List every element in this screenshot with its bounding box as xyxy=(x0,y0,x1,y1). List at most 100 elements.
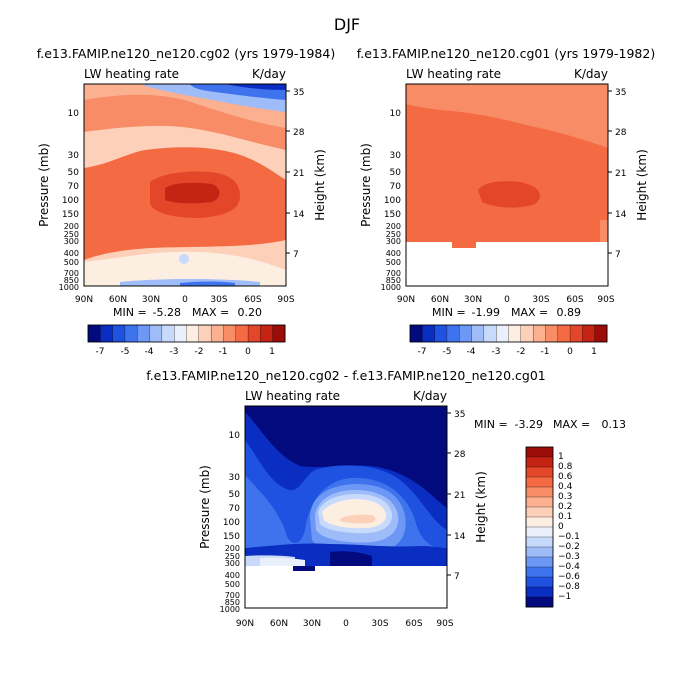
panel-2-cb-label-m3: -3 xyxy=(492,347,501,357)
panel-1-colorbar-swatch-5 xyxy=(149,324,163,343)
panel-2-fill-bottom-strip xyxy=(452,241,476,248)
panel-1-axes: 35 28 21 14 7 10 30 50 70 100 150 200 25… xyxy=(37,88,327,305)
panel-3-colorbar-swatch-5 xyxy=(525,496,554,508)
panel-3-units: K/day xyxy=(413,389,447,403)
panel-1-max-label: MAX = xyxy=(192,306,229,319)
panel-3-right-tick-28: 28 xyxy=(454,450,466,460)
panel-1-fill-lower-cream xyxy=(84,251,286,286)
panel-3-colorbar-swatch-9 xyxy=(525,536,554,548)
panel-2-ytick-250: 250 xyxy=(386,230,401,239)
panel-1-colorbar-labels: -7 -5 -4 -3 -2 -1 0 1 xyxy=(96,347,275,357)
panel-3-fill-pink xyxy=(340,514,376,524)
panel-2-fill-upper-lighter xyxy=(470,84,608,120)
panel-2-right-tick-14: 14 xyxy=(615,210,627,220)
panel-3-max-label: MAX = xyxy=(553,418,590,431)
panel-1-ytick-30: 30 xyxy=(68,151,80,161)
panel-2-ytick-1000: 1000 xyxy=(381,283,401,292)
panel-2-fill-core-red xyxy=(478,181,540,208)
panel-3-cb-label-0p4: 0.4 xyxy=(558,482,573,492)
panel-3-right-tick-21: 21 xyxy=(454,491,465,501)
panel-3-title: f.e13.FAMIP.ne120_ne120.cg02 - f.e13.FAM… xyxy=(146,368,546,383)
panel-3-cb-label-0: 0 xyxy=(558,522,564,532)
panel-3: f.e13.FAMIP.ne120_ne120.cg02 - f.e13.FAM… xyxy=(146,368,626,629)
panel-3-ytick-200: 200 xyxy=(225,544,240,553)
panel-3-colorbar-swatch-2 xyxy=(525,466,554,478)
panel-2-ytick-10: 10 xyxy=(390,109,402,119)
panel-1-colorbar-swatch-6 xyxy=(161,324,175,343)
panel-2-min-label: MIN = xyxy=(432,306,466,319)
panel-2-ylabel: Pressure (mb) xyxy=(359,143,373,227)
panel-1-max-value: 0.20 xyxy=(238,306,263,319)
panel-2-right-tick-7: 7 xyxy=(615,250,621,260)
panel-2-colorbar-swatch-15 xyxy=(594,324,608,343)
panel-2-ytick-30: 30 xyxy=(390,151,402,161)
panel-2-colorbar-swatch-4 xyxy=(459,324,473,343)
panel-1-right-tick-28: 28 xyxy=(293,128,305,138)
panel-2-units: K/day xyxy=(574,67,608,81)
panel-3-colorbar-swatch-10 xyxy=(525,546,554,558)
panel-1-heatmap xyxy=(84,84,286,286)
panel-3-ylabel: Pressure (mb) xyxy=(198,465,212,549)
panel-1-cb-label-m7: -7 xyxy=(96,347,105,357)
panel-1-ytick-1000: 1000 xyxy=(59,283,79,292)
panel-3-right-tick-35: 35 xyxy=(454,410,465,420)
panel-1-plot-frame xyxy=(83,83,287,287)
panel-2-colorbar-swatch-8 xyxy=(508,324,522,343)
panel-1-ytick-10: 10 xyxy=(68,109,80,119)
panel-2-ytick-400: 400 xyxy=(386,249,401,258)
panel-3-plot-frame xyxy=(244,405,448,609)
panel-2-colorbar-swatch-10 xyxy=(532,324,546,343)
panel-2-colorbar-swatch-13 xyxy=(569,324,583,343)
panel-1-xtick-60s: 60S xyxy=(244,295,261,305)
panel-1-ytick-150: 150 xyxy=(62,210,79,220)
panel-1-right-tick-7: 7 xyxy=(293,250,299,260)
panel-1-min-label: MIN = xyxy=(113,306,147,319)
panel-3-xtick-60n: 60N xyxy=(270,619,288,629)
panel-1-colorbar-swatch-9 xyxy=(198,324,212,343)
panel-2-colorbar-swatch-12 xyxy=(557,324,571,343)
panel-3-ytick-250: 250 xyxy=(225,552,240,561)
panel-2-ytick-500: 500 xyxy=(386,258,401,267)
panel-3-cb-label-0p1: 0.1 xyxy=(558,512,572,522)
panel-1-left-string: LW heating rate xyxy=(84,67,179,81)
panel-2-xtick-90n: 90N xyxy=(397,295,415,305)
panel-3-xtick-30n: 30N xyxy=(303,619,321,629)
panel-1: f.e13.FAMIP.ne120_ne120.cg02 (yrs 1979-1… xyxy=(37,46,335,357)
panel-1-cb-label-m2: -2 xyxy=(195,347,204,357)
panel-3-right-tick-14: 14 xyxy=(454,532,466,542)
panel-2: f.e13.FAMIP.ne120_ne120.cg01 (yrs 1979-1… xyxy=(357,46,655,357)
panel-3-colorbar-swatch-7 xyxy=(525,516,554,528)
panel-3-colorbar-frame xyxy=(525,446,554,608)
panel-3-colorbar-swatch-15 xyxy=(525,596,554,608)
panel-2-colorbar-swatch-9 xyxy=(520,324,534,343)
panel-3-cb-label-1: 1 xyxy=(558,452,564,462)
panel-2-ytick-850: 850 xyxy=(386,276,401,285)
panel-2-ytick-200: 200 xyxy=(386,222,401,231)
panel-2-cb-label-1: 1 xyxy=(591,347,597,357)
panel-1-ytick-700: 700 xyxy=(64,269,79,278)
panel-3-xtick-60s: 60S xyxy=(405,619,422,629)
panel-2-right-tick-28: 28 xyxy=(615,128,627,138)
panel-3-right-tick-7: 7 xyxy=(454,572,460,582)
panel-3-cb-label-0p2: 0.2 xyxy=(558,502,572,512)
panel-3-cb-label-m0p2: −0.2 xyxy=(558,542,580,552)
panel-2-ytick-150: 150 xyxy=(384,210,401,220)
panel-2-max-label: MAX = xyxy=(511,306,548,319)
panel-2-xtick-60s: 60S xyxy=(566,295,583,305)
panel-1-ylabel-right: Height (km) xyxy=(313,149,327,220)
panel-3-cb-label-m0p6: −0.6 xyxy=(558,572,580,582)
panel-2-cb-label-m4: -4 xyxy=(467,347,476,357)
panel-1-colorbar-frame xyxy=(87,324,286,343)
panel-3-ytick-850: 850 xyxy=(225,598,240,607)
panel-1-ytick-200: 200 xyxy=(64,222,79,231)
panel-1-colorbar-swatch-14 xyxy=(260,324,274,343)
panel-3-cb-label-m0p8: −0.8 xyxy=(558,582,580,592)
panel-1-cb-label-1: 1 xyxy=(269,347,275,357)
panel-3-xtick-0: 0 xyxy=(343,619,349,629)
panel-2-ytick-100: 100 xyxy=(384,196,401,206)
panel-2-right-tick-21: 21 xyxy=(615,169,626,179)
panel-3-cb-label-0p3: 0.3 xyxy=(558,492,572,502)
panel-3-colorbar-swatch-1 xyxy=(525,456,554,468)
panel-2-colorbar-swatch-7 xyxy=(496,324,509,343)
